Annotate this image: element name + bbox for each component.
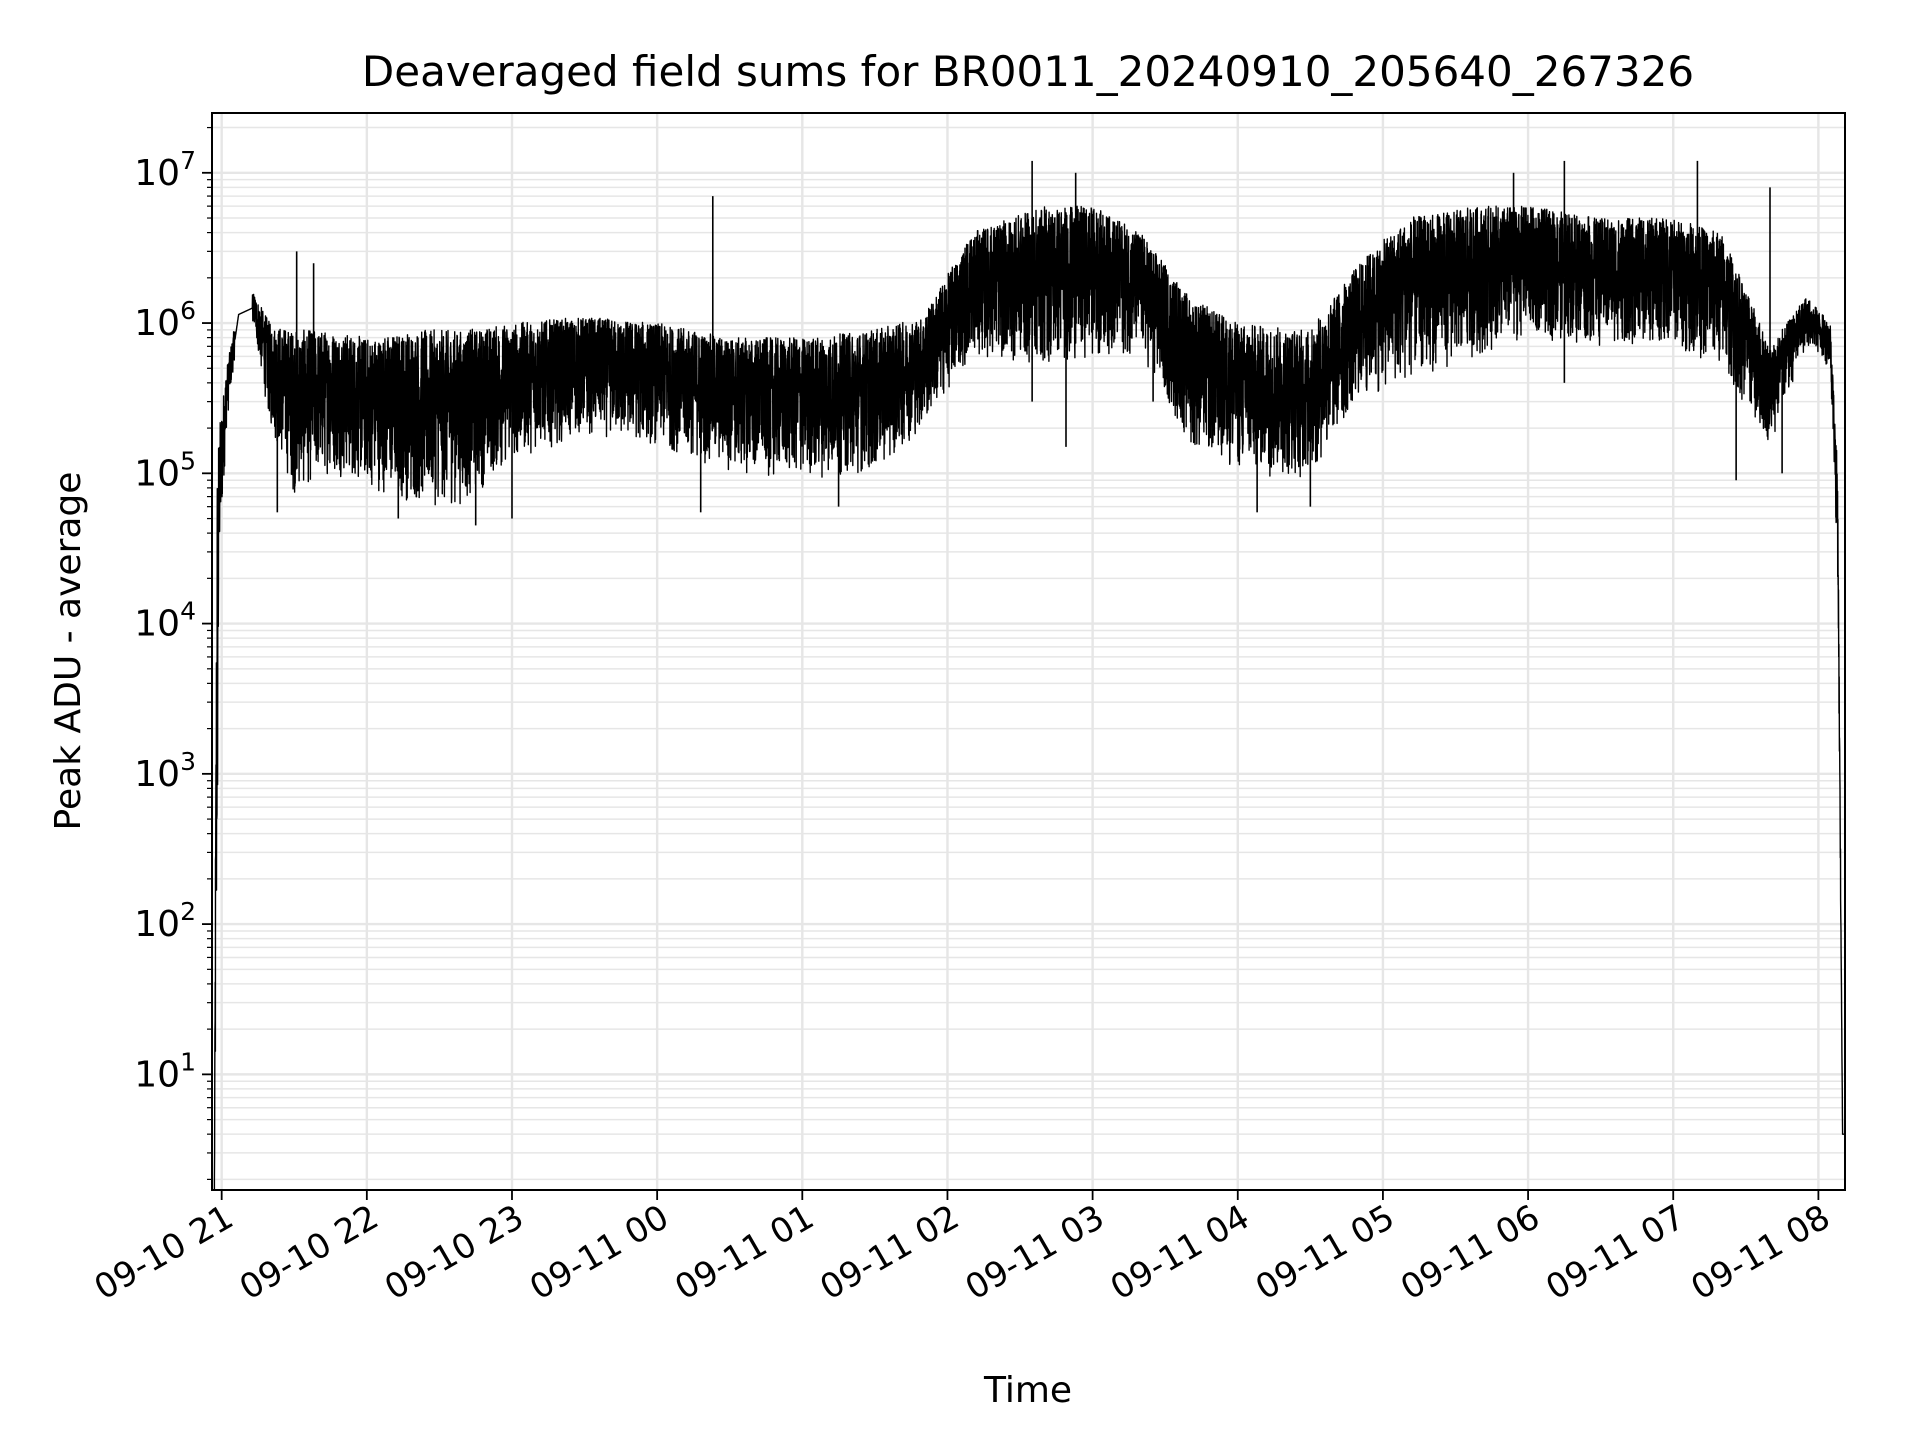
y-tick-label: 106	[134, 296, 196, 344]
plot-frame	[211, 112, 1846, 1191]
series-line	[213, 205, 1845, 1190]
y-axis-label: Peak ADU - average	[48, 472, 89, 831]
y-tick-label: 107	[134, 146, 196, 194]
y-tick-label: 103	[134, 747, 196, 795]
data-trace	[213, 160, 1845, 1190]
x-axis-label: Time	[983, 1370, 1072, 1411]
chart-title: Deaveraged field sums for BR0011_2024091…	[362, 47, 1694, 96]
grid	[212, 113, 1845, 1190]
